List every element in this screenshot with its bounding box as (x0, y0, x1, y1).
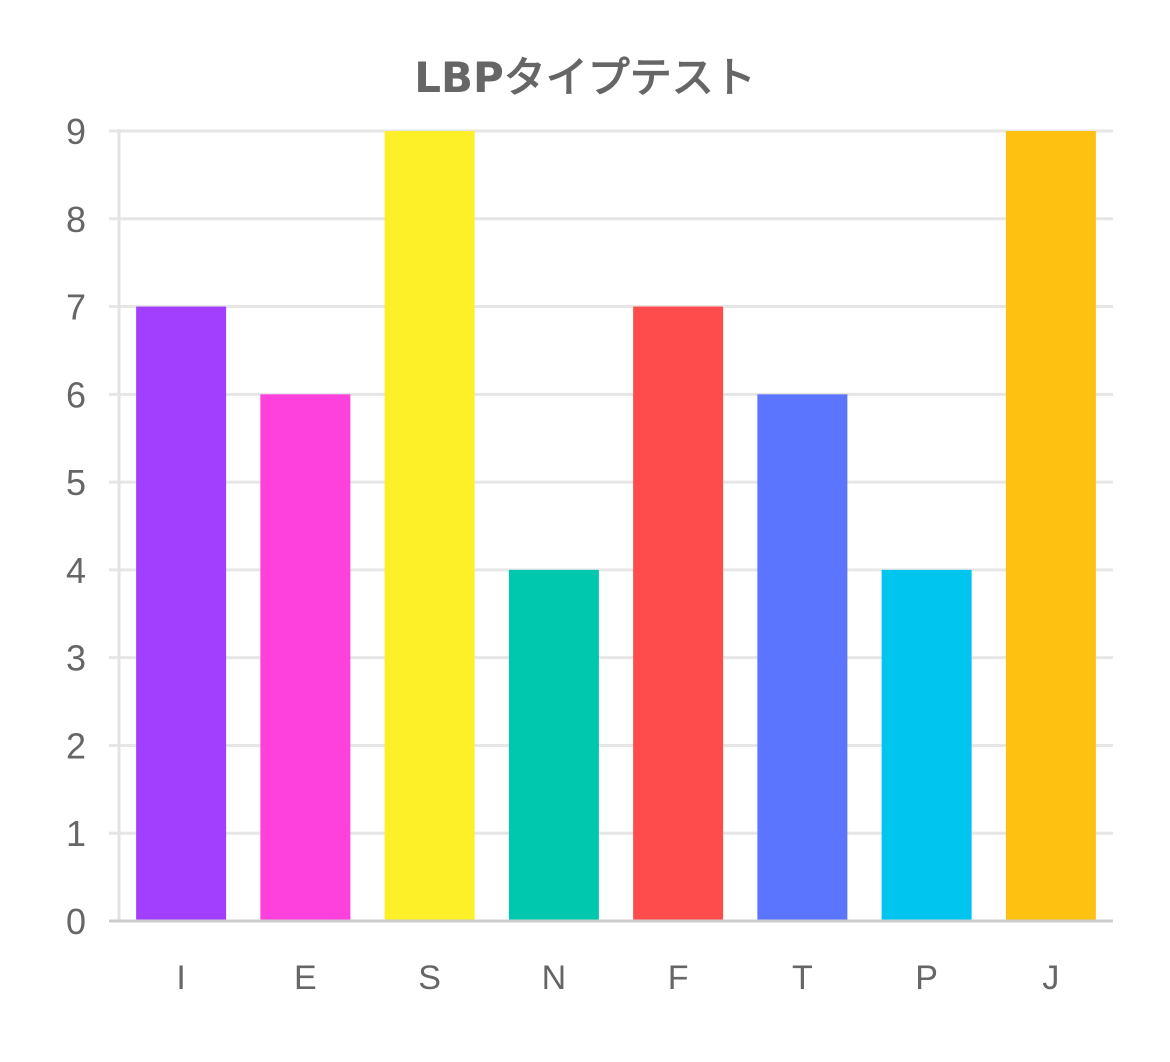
bar-i (136, 306, 227, 921)
x-tick-label: F (668, 959, 689, 997)
x-tick-label: I (176, 959, 185, 997)
chart-title: LBPタイプテスト (414, 53, 756, 102)
y-tick-label: 8 (66, 199, 86, 240)
y-tick-label: 2 (66, 725, 86, 766)
y-tick-label: 1 (66, 813, 86, 854)
x-tick-label: S (418, 959, 441, 997)
y-tick-label: 3 (66, 638, 86, 679)
bar-e (260, 394, 351, 921)
bar-p (881, 569, 972, 921)
bar-f (633, 306, 724, 921)
bar-j (1005, 131, 1096, 921)
bar-s (384, 131, 475, 921)
x-tick-label: E (294, 959, 317, 997)
x-tick-label: T (792, 959, 813, 997)
y-tick-label: 6 (66, 374, 86, 415)
x-tick-label: N (542, 959, 567, 997)
y-tick-label: 0 (66, 901, 86, 942)
y-tick-label: 4 (66, 550, 86, 591)
x-tick-label: P (915, 959, 938, 997)
bar-n (508, 569, 599, 921)
y-tick-label: 7 (66, 287, 86, 328)
bars (136, 131, 1096, 921)
y-tick-label: 9 (66, 111, 86, 152)
axes (109, 129, 1113, 923)
x-tick-label: J (1042, 959, 1059, 997)
bar-t (757, 394, 848, 921)
y-tick-label: 5 (66, 462, 86, 503)
y-tick-labels: 0 1 2 3 4 5 6 7 8 9 (66, 111, 86, 942)
